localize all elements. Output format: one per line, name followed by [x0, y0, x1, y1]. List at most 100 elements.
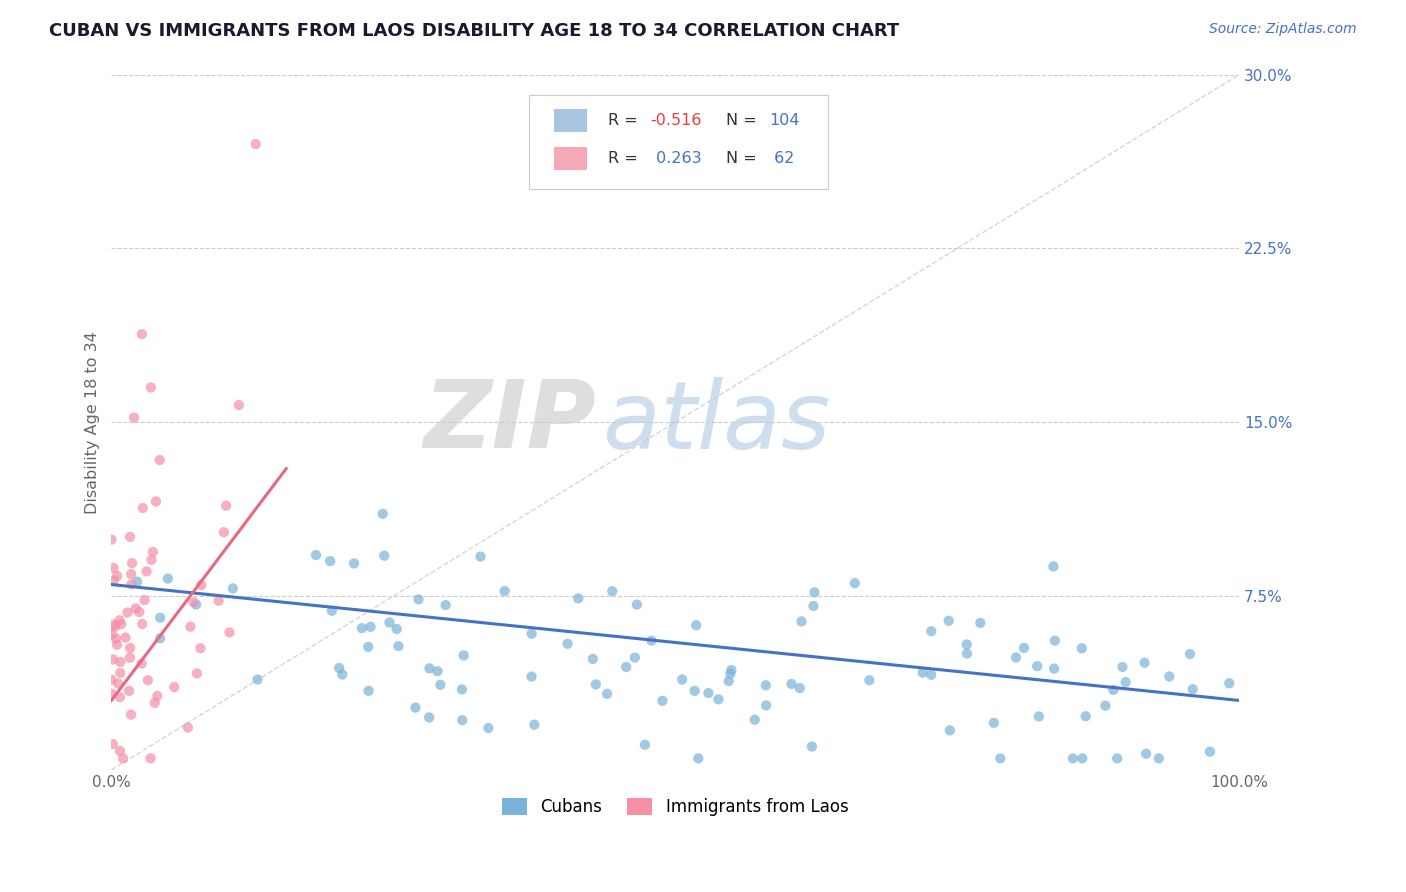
Point — [1178, 647, 1201, 661]
Point — [1159, 669, 1181, 683]
Point — [183, 595, 205, 609]
Point — [1111, 660, 1133, 674]
Point — [156, 572, 179, 586]
Point — [1071, 751, 1094, 765]
Point — [357, 640, 380, 654]
Point — [1026, 659, 1049, 673]
Point — [720, 663, 742, 677]
Point — [135, 565, 157, 579]
Point — [141, 553, 163, 567]
Point — [983, 715, 1005, 730]
Point — [624, 650, 647, 665]
Point — [697, 686, 720, 700]
Point — [920, 667, 942, 681]
Point — [938, 614, 960, 628]
Point — [1070, 641, 1092, 656]
Point — [1133, 656, 1156, 670]
Point — [939, 723, 962, 738]
Point — [523, 717, 546, 731]
Point — [163, 680, 186, 694]
Point — [371, 507, 394, 521]
Point — [470, 549, 492, 564]
FancyBboxPatch shape — [529, 95, 828, 189]
Point — [142, 545, 165, 559]
Point — [920, 624, 942, 639]
Text: 0.263: 0.263 — [651, 151, 702, 166]
Point — [321, 604, 343, 618]
Text: -0.516: -0.516 — [651, 112, 702, 128]
Point — [520, 669, 543, 683]
Point — [149, 611, 172, 625]
Text: atlas: atlas — [602, 376, 831, 467]
Point — [343, 557, 366, 571]
Point — [143, 696, 166, 710]
Point — [208, 594, 231, 608]
Point — [120, 640, 142, 655]
Point — [717, 674, 740, 689]
Point — [755, 698, 778, 713]
Point — [434, 598, 457, 612]
Point — [1199, 745, 1222, 759]
Point — [626, 598, 648, 612]
Point — [110, 617, 132, 632]
Text: Source: ZipAtlas.com: Source: ZipAtlas.com — [1209, 22, 1357, 37]
Point — [803, 599, 825, 613]
Text: N =: N = — [725, 151, 762, 166]
Point — [101, 737, 124, 751]
Point — [319, 554, 342, 568]
Point — [707, 692, 730, 706]
Point — [131, 657, 153, 671]
Point — [136, 673, 159, 688]
Point — [245, 137, 267, 152]
Point — [184, 598, 207, 612]
Point — [108, 744, 131, 758]
Point — [215, 499, 238, 513]
Point — [1005, 650, 1028, 665]
Point — [127, 574, 149, 589]
Point — [373, 549, 395, 563]
Point — [350, 621, 373, 635]
Point — [911, 665, 934, 680]
Point — [212, 525, 235, 540]
Point — [429, 678, 451, 692]
Point — [956, 638, 979, 652]
Point — [146, 689, 169, 703]
Point — [969, 615, 991, 630]
Point — [103, 561, 125, 575]
Point — [557, 637, 579, 651]
Point — [477, 721, 499, 735]
Point — [108, 613, 131, 627]
Point — [451, 682, 474, 697]
Point — [328, 661, 350, 675]
Point — [186, 666, 208, 681]
Point — [1102, 682, 1125, 697]
Point — [124, 601, 146, 615]
Point — [100, 673, 122, 687]
Point — [131, 617, 153, 632]
Point — [418, 661, 440, 675]
Point — [177, 721, 200, 735]
Point — [404, 700, 426, 714]
Point — [671, 673, 693, 687]
Point — [614, 660, 637, 674]
Point — [683, 684, 706, 698]
Point — [222, 582, 245, 596]
Point — [744, 713, 766, 727]
Point — [453, 648, 475, 663]
Point — [634, 738, 657, 752]
Point — [105, 569, 128, 583]
Point — [105, 638, 128, 652]
Point — [246, 673, 269, 687]
Text: 62: 62 — [769, 151, 794, 166]
Point — [120, 577, 142, 591]
Point — [956, 647, 979, 661]
Point — [1043, 633, 1066, 648]
Point — [1028, 709, 1050, 723]
Point — [108, 690, 131, 705]
Point — [582, 652, 605, 666]
Point — [134, 593, 156, 607]
Point — [131, 327, 153, 342]
Point — [640, 633, 662, 648]
Point — [1107, 751, 1129, 765]
Point — [118, 650, 141, 665]
